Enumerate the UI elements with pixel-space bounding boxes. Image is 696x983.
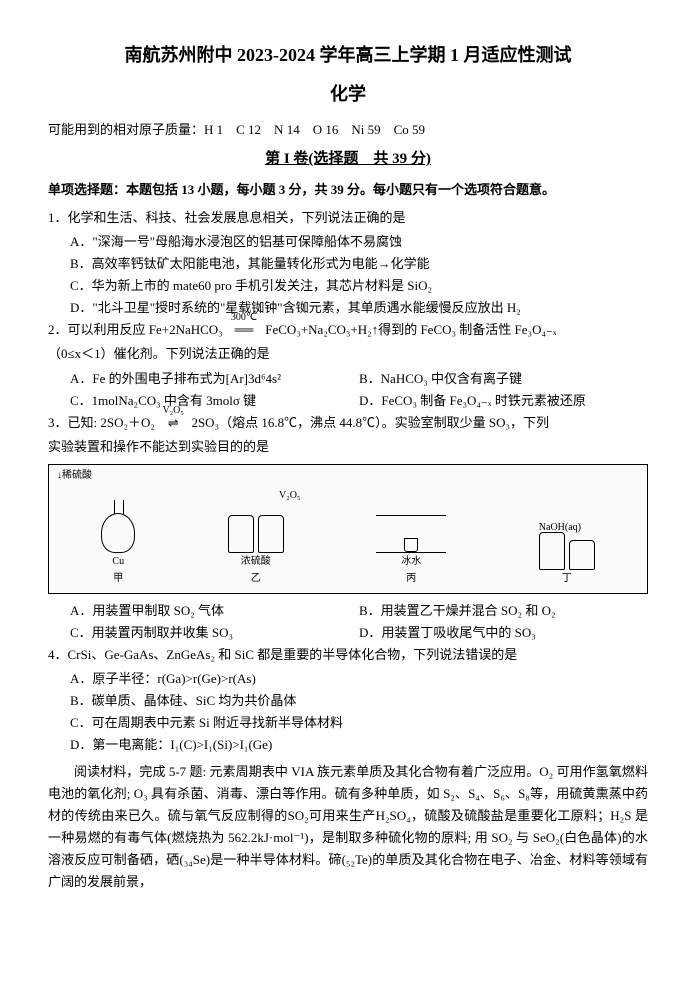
q3-opt-c: C．用装置丙制取并收集 SO₃ (70, 622, 359, 644)
q1-opt-d: D．"北斗卫星"授时系统的"星载铷钟"含铷元素，其单质遇水能缓慢反应放出 H₂ (70, 297, 648, 319)
q2-opt-c: C．1molNa₂CO₃ 中含有 3molσ 键 (70, 390, 359, 412)
lbl-bing: 丙 (406, 570, 416, 587)
q2-cond: 300℃ (226, 309, 262, 326)
q2-opt-b: B．NaHCO₃ 中仅含有离子键 (359, 368, 648, 390)
q2-opt-a: A．Fe 的外围电子排布式为[Ar]3d⁶4s² (70, 368, 359, 390)
q3-stem-a: 3．已知: 2SO₂＋O₂ (48, 415, 158, 430)
q2-stem-a: 2．可以利用反应 Fe+2NaHCO₃ (48, 322, 226, 337)
title-main: 南航苏州附中 2023-2024 学年高三上学期 1 月适应性测试 (48, 40, 648, 71)
q3-stem-c: 实验装置和操作不能达到实验目的的是 (48, 436, 648, 458)
lbl-dilute-acid: ↓稀硫酸 (57, 467, 92, 484)
lbl-ding: 丁 (562, 570, 572, 587)
apparatus-bing: 冰水 丙 (376, 497, 446, 587)
bottle-icon (228, 515, 254, 553)
tube-icon (376, 497, 446, 553)
q1-opt-b: B．高效率钙钛矿太阳能电池，其能量转化形式为电能→化学能 (70, 253, 648, 275)
q4-opt-c: C．可在周期表中元素 Si 附近寻找新半导体材料 (70, 712, 648, 734)
bottle-icon (539, 532, 565, 570)
q2-opt-d: D．FeCO₃ 制备 Fe₃O₄₋ₓ 时铁元素被还原 (359, 390, 648, 412)
q1-opt-c: C．华为新上市的 mate60 pro 手机引发关注，其芯片材料是 SiO₂ (70, 275, 648, 297)
q4-opt-d: D．第一电离能：I₁(C)>I₁(Si)>I₁(Ge) (70, 734, 648, 756)
apparatus-yi: 浓硫酸 乙 (228, 515, 284, 587)
q4-stem: 4．CrSi、Ge-GaAs、ZnGeAs₂ 和 SiC 都是重要的半导体化合物… (48, 644, 648, 666)
lbl-naoh: NaOH(aq) (539, 519, 581, 536)
q3-opt-a: A．用装置甲制取 SO₂ 气体 (70, 600, 359, 622)
section-title: 第 I 卷(选择题 共 39 分) (48, 147, 648, 173)
q3-options: A．用装置甲制取 SO₂ 气体 B．用装置乙干燥并混合 SO₂ 和 O₂ C．用… (48, 600, 648, 644)
q2-stem-b: FeCO₃+Na₂CO₃+H₂↑得到的 FeCO₃ 制备活性 Fe₃O₄₋ₓ (262, 322, 557, 337)
lbl-v2o5: V₂O₅ (279, 487, 300, 504)
apparatus-jia: Cu 甲 (101, 513, 135, 587)
reading-passage: 阅读材料，完成 5-7 题: 元素周期表中 VIA 族元素单质及其化合物有着广泛… (48, 761, 648, 894)
q2-stem-c: （0≤x＜1）催化剂。下列说法正确的是 (48, 343, 648, 365)
lbl-yi: 乙 (251, 570, 261, 587)
q1-stem: 1．化学和生活、科技、社会发展息息相关，下列说法正确的是 (48, 207, 648, 229)
q3-stem-b: 2SO₃（熔点 16.8℃，沸点 44.8℃）。实验室制取少量 SO₃，下列 (188, 415, 549, 430)
atomic-masses: 可能用到的相对原子质量：H 1 C 12 N 14 O 16 Ni 59 Co … (48, 119, 648, 141)
q3-cat: V₂O₅ (158, 402, 188, 419)
flask-icon (101, 513, 135, 553)
burner-icon (404, 538, 418, 552)
q3-stem: 3．已知: 2SO₂＋O₂ V₂O₅⇌ 2SO₃（熔点 16.8℃，沸点 44.… (48, 412, 648, 434)
q2-options: A．Fe 的外围电子排布式为[Ar]3d⁶4s² B．NaHCO₃ 中仅含有离子… (48, 368, 648, 412)
lbl-jia: 甲 (113, 570, 123, 587)
title-subject: 化学 (48, 79, 648, 110)
q4-opt-b: B．碳单质、晶体硅、SiC 均为共价晶体 (70, 690, 648, 712)
q4-options: A．原子半径：r(Ga)>r(Ge)>r(As) B．碳单质、晶体硅、SiC 均… (48, 668, 648, 756)
bottle-icon (258, 515, 284, 553)
q4-opt-a: A．原子半径：r(Ga)>r(Ge)>r(As) (70, 668, 648, 690)
lbl-h2so4: 浓硫酸 (241, 553, 271, 570)
bottle-icon (569, 540, 595, 570)
q1-opt-a: A．"深海一号"母船海水浸泡区的铝基可保障船体不易腐蚀 (70, 231, 648, 253)
q1-options: A．"深海一号"母船海水浸泡区的铝基可保障船体不易腐蚀 B．高效率钙钛矿太阳能电… (48, 231, 648, 319)
q3-opt-d: D．用装置丁吸收尾气中的 SO₃ (359, 622, 648, 644)
lbl-cu: Cu (112, 553, 124, 570)
q3-opt-b: B．用装置乙干燥并混合 SO₂ 和 O₂ (359, 600, 648, 622)
lbl-ice: 冰水 (401, 553, 421, 570)
apparatus-ding: 丁 (539, 532, 595, 587)
instruction: 单项选择题：本题包括 13 小题，每小题 3 分，共 39 分。每小题只有一个选… (48, 179, 648, 201)
apparatus-diagram: ↓稀硫酸 V₂O₅ NaOH(aq) Cu 甲 浓硫酸 乙 冰水 丙 丁 (48, 464, 648, 594)
q2-stem: 2．可以利用反应 Fe+2NaHCO₃ 300℃══ FeCO₃+Na₂CO₃+… (48, 319, 648, 341)
